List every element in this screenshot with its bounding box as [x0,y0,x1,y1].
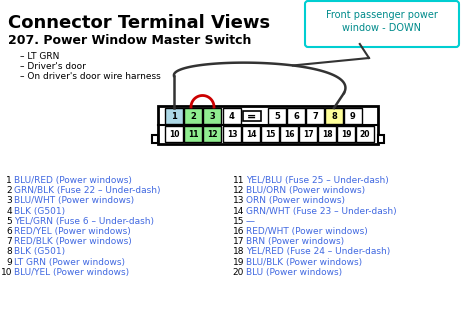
Text: BLU/WHT (Power windows): BLU/WHT (Power windows) [14,196,134,205]
Text: 13: 13 [227,130,237,139]
Text: 15: 15 [265,130,275,139]
Text: GRN/WHT (Fuse 23 – Under-dash): GRN/WHT (Fuse 23 – Under-dash) [246,207,397,215]
Text: BLU/BLK (Power windows): BLU/BLK (Power windows) [246,258,362,266]
Bar [325,108,343,124]
Text: 6: 6 [293,112,299,121]
Bar [280,126,298,142]
Text: RED/WHT (Power windows): RED/WHT (Power windows) [246,227,368,236]
Text: 19: 19 [341,130,351,139]
Bar [223,126,241,142]
Text: 12: 12 [207,130,217,139]
Text: 14: 14 [233,207,244,215]
Text: 16: 16 [233,227,244,236]
Text: YEL/RED (Fuse 24 – Under-dash): YEL/RED (Fuse 24 – Under-dash) [246,247,390,256]
Text: 7: 7 [312,112,318,121]
Text: BRN (Power windows): BRN (Power windows) [246,237,344,246]
Text: 2: 2 [190,112,196,121]
Text: 5: 5 [6,217,12,226]
Bar [158,106,378,144]
Bar [203,108,221,124]
Text: LT GRN (Power windows): LT GRN (Power windows) [14,258,125,266]
Text: 19: 19 [233,258,244,266]
Bar [242,126,260,142]
Text: 1: 1 [6,176,12,185]
Text: 14: 14 [246,130,256,139]
Text: 20: 20 [360,130,370,139]
Text: YEL/GRN (Fuse 6 – Under-dash): YEL/GRN (Fuse 6 – Under-dash) [14,217,154,226]
Text: – LT GRN: – LT GRN [20,52,59,61]
Bar [378,135,384,143]
Text: 20: 20 [233,268,244,277]
Text: 13: 13 [233,196,244,205]
Text: 12: 12 [233,186,244,195]
Bar [203,126,221,142]
Bar [243,111,261,121]
Text: 17: 17 [233,237,244,246]
Text: ORN (Power windows): ORN (Power windows) [246,196,345,205]
Text: 15: 15 [233,217,244,226]
Text: – On driver's door wire harness: – On driver's door wire harness [20,72,161,81]
Text: 11: 11 [188,130,198,139]
Text: 4: 4 [229,112,235,121]
Text: RED/YEL (Power windows): RED/YEL (Power windows) [14,227,131,236]
Text: =: = [247,111,256,121]
Text: RED/BLK (Power windows): RED/BLK (Power windows) [14,237,132,246]
Bar [184,108,202,124]
FancyBboxPatch shape [305,1,459,47]
Text: 9: 9 [6,258,12,266]
Bar [268,108,286,124]
Bar [344,108,362,124]
Text: Front passenger power
window - DOWN: Front passenger power window - DOWN [326,10,438,33]
Text: BLU (Power windows): BLU (Power windows) [246,268,342,277]
Text: 16: 16 [284,130,294,139]
Text: 207. Power Window Master Switch: 207. Power Window Master Switch [8,34,251,47]
Bar [318,126,336,142]
Bar [165,126,183,142]
Text: BLK (G501): BLK (G501) [14,247,65,256]
Bar [337,126,355,142]
Text: 7: 7 [6,237,12,246]
Text: 4: 4 [6,207,12,215]
Text: —: — [246,217,255,226]
Text: 10: 10 [0,268,12,277]
Text: – Driver's door: – Driver's door [20,62,86,71]
Text: 8: 8 [6,247,12,256]
Bar [306,108,324,124]
Text: 3: 3 [6,196,12,205]
Text: BLU/YEL (Power windows): BLU/YEL (Power windows) [14,268,129,277]
Text: 8: 8 [331,112,337,121]
Text: BLU/RED (Power windows): BLU/RED (Power windows) [14,176,132,185]
Text: 6: 6 [6,227,12,236]
Text: BLU/ORN (Power windows): BLU/ORN (Power windows) [246,186,365,195]
Text: GRN/BLK (Fuse 22 – Under-dash): GRN/BLK (Fuse 22 – Under-dash) [14,186,161,195]
Bar [299,126,317,142]
Text: Connector Terminal Views: Connector Terminal Views [8,14,270,32]
Text: 3: 3 [209,112,215,121]
Text: 9: 9 [350,112,356,121]
Text: 17: 17 [303,130,313,139]
Text: 10: 10 [169,130,179,139]
Bar [223,108,241,124]
Bar [287,108,305,124]
Bar [152,135,158,143]
Bar [165,108,183,124]
Bar [356,126,374,142]
Text: 5: 5 [274,112,280,121]
Text: 1: 1 [171,112,177,121]
Bar [184,126,202,142]
Text: 11: 11 [233,176,244,185]
Text: BLK (G501): BLK (G501) [14,207,65,215]
Text: 2: 2 [6,186,12,195]
Text: 18: 18 [233,247,244,256]
Bar [261,126,279,142]
Text: YEL/BLU (Fuse 25 – Under-dash): YEL/BLU (Fuse 25 – Under-dash) [246,176,389,185]
Text: 18: 18 [322,130,332,139]
